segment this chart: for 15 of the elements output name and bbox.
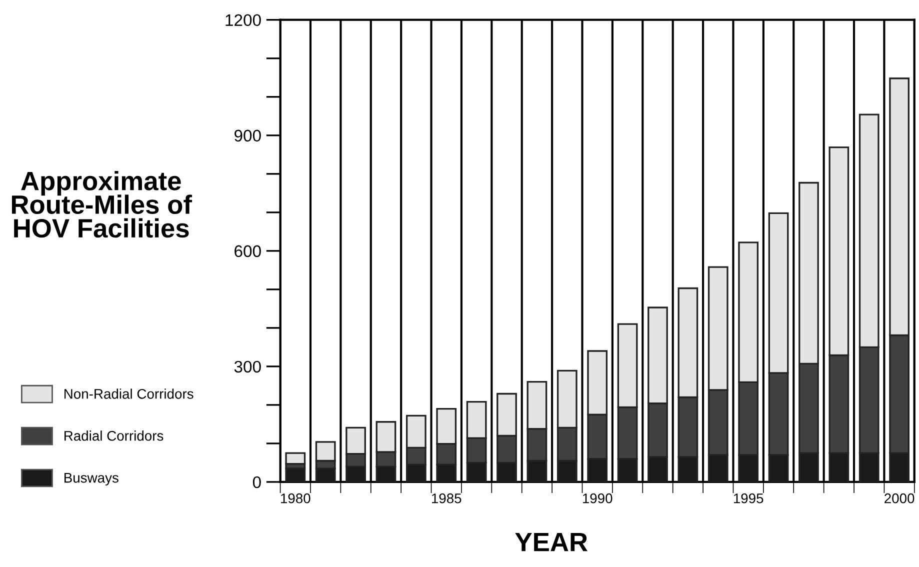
y-tick-label: 900 [234, 130, 261, 142]
x-tick-label: 1990 [582, 493, 612, 504]
x-tick-label: 1995 [734, 493, 764, 504]
x-axis-title: YEAR [515, 532, 588, 552]
legend-label: Busways [64, 473, 118, 486]
text: Approximate Route-Miles of HOV Facilities [12, 171, 192, 238]
y-tick-label: 300 [234, 360, 261, 373]
y-tick-label: 600 [234, 245, 261, 258]
x-tick-label: 2000 [884, 493, 914, 504]
x-tick-label: 1980 [281, 493, 310, 504]
y-tick-label: 1200 [226, 14, 261, 26]
legend-label: Non-Radial Corridors [64, 388, 194, 399]
y-tick-label: 0 [252, 476, 261, 488]
x-tick-label: 1985 [432, 493, 462, 504]
legend-label: Radial Corridors [64, 430, 164, 441]
